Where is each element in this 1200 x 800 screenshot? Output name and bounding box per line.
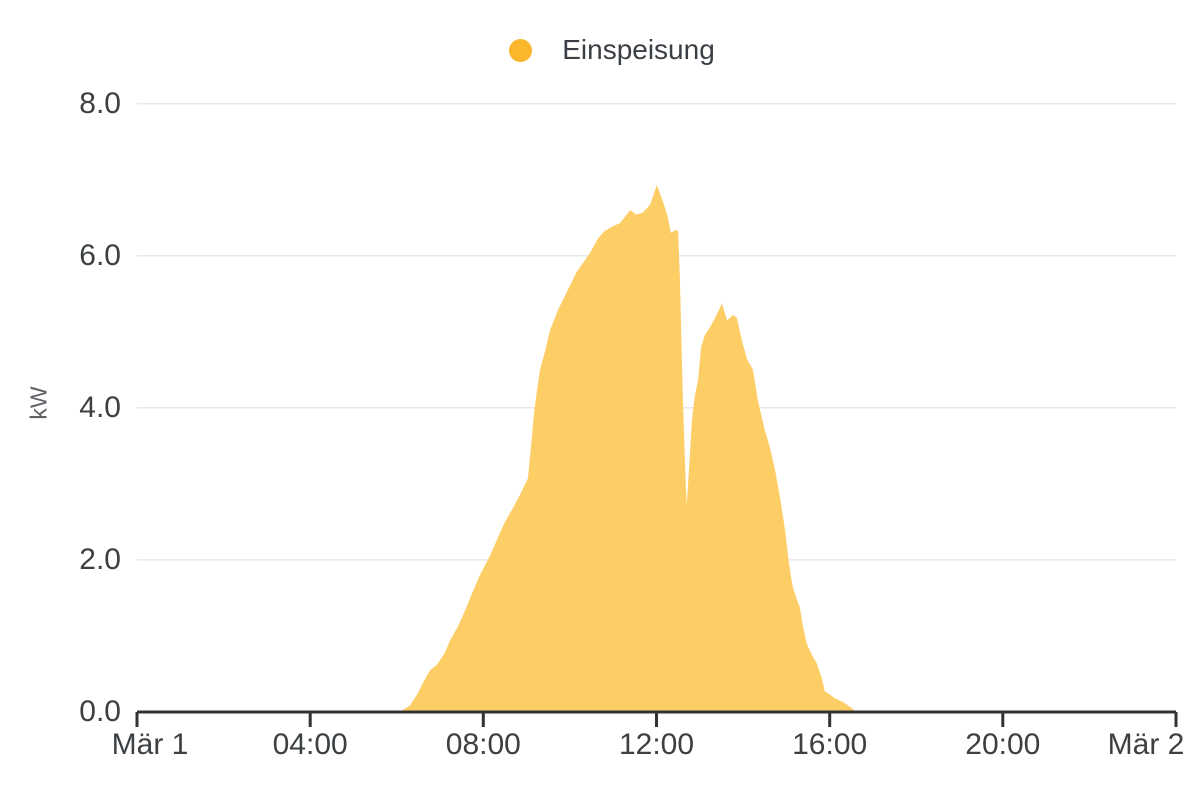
y-tick-label: 4.0 [79, 390, 121, 424]
y-tick-label: 0.0 [79, 695, 121, 728]
legend-circle-icon [509, 38, 533, 62]
x-tick-label: 08:00 [445, 728, 521, 761]
y-tick-label: 2.0 [79, 542, 121, 576]
x-tick-label: Mär 1 [111, 728, 189, 761]
x-tick-label: 20:00 [965, 728, 1041, 761]
legend-label: Einspeisung [562, 34, 715, 65]
legend: Einspeisung [12, 36, 1200, 64]
x-tick-label: 12:00 [618, 728, 695, 761]
legend-item-einspeisung[interactable]: Einspeisung [509, 36, 715, 64]
feed-in-area-series[interactable] [399, 185, 856, 712]
x-tick-label: 16:00 [792, 728, 868, 761]
x-tick-label: Mär 2 [1107, 728, 1185, 761]
y-tick-label: 8.0 [79, 86, 121, 120]
x-tick-label: 04:00 [272, 728, 348, 761]
y-tick-label: 6.0 [79, 238, 121, 272]
